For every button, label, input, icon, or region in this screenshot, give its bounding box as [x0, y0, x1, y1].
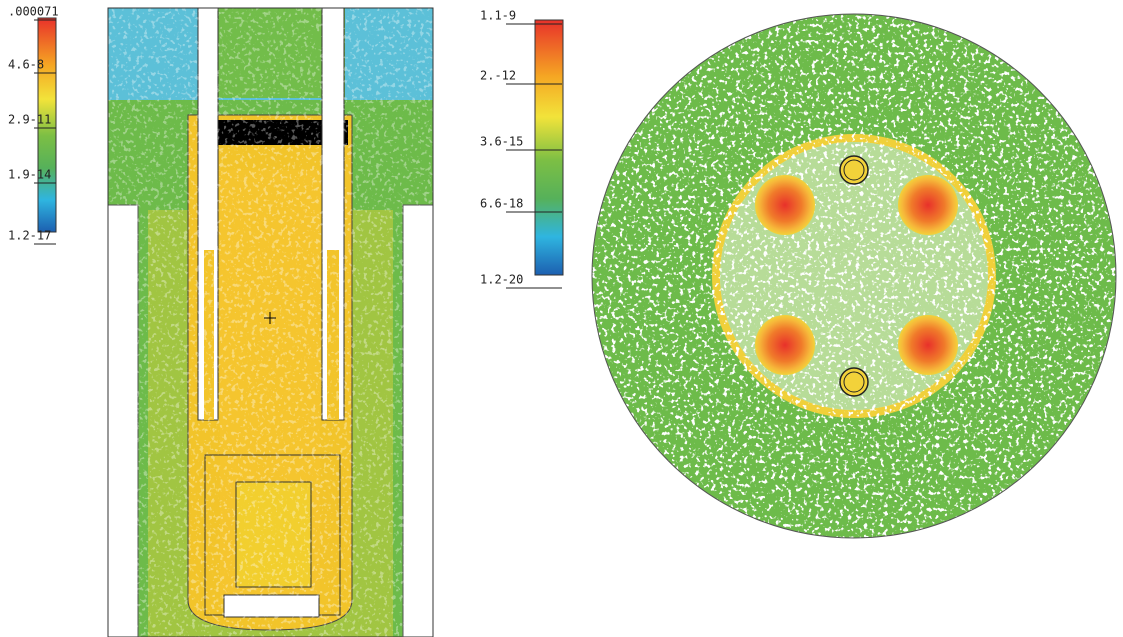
- origin-mark: [264, 312, 276, 324]
- rod-inner: [843, 371, 865, 393]
- fuel-spot: [898, 175, 958, 235]
- colorbar-label: 1.1-9: [480, 9, 516, 23]
- noise: [592, 14, 1116, 538]
- colorbar-label: 4.6-8: [8, 58, 44, 72]
- colorbar-label: 2.-12: [480, 69, 516, 83]
- colorbar-label: 6.6-18: [480, 197, 523, 211]
- colorbar-label: 1.9-14: [8, 168, 51, 182]
- fuel-spot: [898, 315, 958, 375]
- cross-section: [108, 8, 433, 637]
- colorbar-label: 1.2-20: [480, 273, 523, 287]
- colorbar-labels: 1.1-9 2.-12 3.6-15 6.6-18 1.2-20: [480, 9, 562, 289]
- plan-view: [592, 14, 1116, 538]
- colorbar: [37, 17, 57, 233]
- outline: [591, 13, 1117, 539]
- colorbar-label: 2.9-11: [8, 113, 51, 127]
- fuel-spot: [755, 175, 815, 235]
- frame: [107, 7, 434, 637]
- colorbar: [534, 19, 564, 276]
- colorbar-label: .000071: [8, 5, 59, 19]
- rod-inner: [843, 159, 865, 181]
- colorbar-label: 1.2-17: [8, 229, 51, 243]
- colorbar-label: 3.6-15: [480, 135, 523, 149]
- fuel-spot: [755, 315, 815, 375]
- colorbar-labels: .000071 4.6-8 2.9-11 1.9-14 1.2-17: [8, 5, 59, 245]
